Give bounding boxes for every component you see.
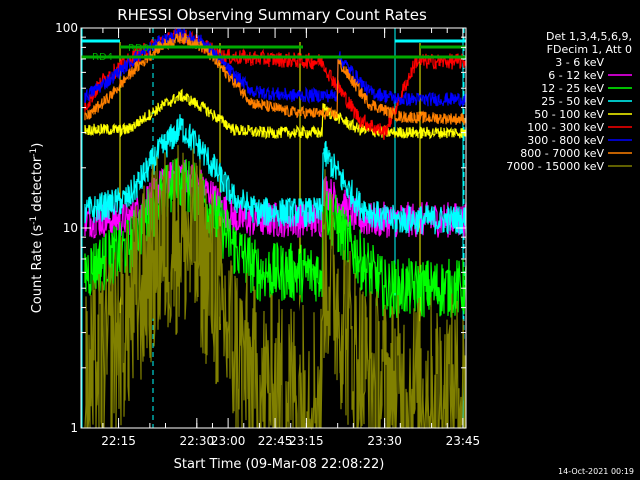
legend-header-line-1: Det 1,3,4,5,6,9,: [546, 30, 632, 43]
series-4-line: [84, 88, 467, 140]
chart-title: RHESSI Observing Summary Count Rates: [117, 6, 427, 24]
x-tick-label: 23:15: [289, 434, 324, 448]
x-tick-label: 22:45: [258, 434, 293, 448]
y-tick-label: 10: [63, 221, 78, 235]
footer-date: 14-Oct-2021 00:19: [558, 467, 634, 476]
y-axis-label-main: Count Rate (s: [30, 225, 45, 314]
y-axis-label-sup1: -1: [29, 216, 39, 225]
series-2-line: [84, 158, 467, 319]
y-tick-label: 100: [55, 21, 78, 35]
series-8-line: [84, 145, 467, 430]
x-axis-label: Start Time (09-Mar-08 22:08:22): [174, 457, 385, 472]
x-tick-label: 22:30: [180, 434, 215, 448]
legend-label-8: 7000 - 15000 keV: [506, 160, 604, 173]
flag-label-rd4: RD4: [92, 52, 113, 63]
y-tick-label: 1: [70, 421, 78, 435]
status-flags: RD0 RD4: [81, 43, 466, 63]
legend-label-7: 800 - 7000 keV: [520, 147, 604, 160]
legend: Det 1,3,4,5,6,9, FDecim 1, Att 0 3 - 6 k…: [506, 30, 632, 173]
y-axis-label-end: ): [30, 143, 45, 148]
series-3-line: [84, 114, 467, 235]
legend-header-line-2: FDecim 1, Att 0: [547, 43, 632, 56]
y-axis-label: Count Rate (s-1 detector-1): [29, 143, 45, 314]
legend-label-4: 50 - 100 keV: [534, 108, 604, 121]
series-5-line: [84, 28, 467, 140]
x-tick-label: 23:30: [367, 434, 402, 448]
legend-label-6: 300 - 800 keV: [527, 134, 604, 147]
x-tick-label: 23:00: [211, 434, 246, 448]
legend-label-5: 100 - 300 keV: [527, 121, 604, 134]
legend-label-3: 25 - 50 keV: [541, 95, 604, 108]
flag-label-rd0: RD0: [128, 43, 149, 54]
x-tick-label: 23:45: [446, 434, 481, 448]
legend-label-0: 3 - 6 keV: [555, 56, 604, 69]
legend-label-1: 6 - 12 keV: [548, 69, 604, 82]
y-axis-label-mid: detector: [30, 156, 45, 216]
x-tick-label: 22:15: [101, 434, 136, 448]
axes: 1 10 100 22:15 22:30 22:45 23:00 23:15 23:30 23:4…: [55, 21, 480, 448]
y-axis-label-sup2: -1: [29, 148, 39, 157]
legend-label-2: 12 - 25 keV: [541, 82, 604, 95]
